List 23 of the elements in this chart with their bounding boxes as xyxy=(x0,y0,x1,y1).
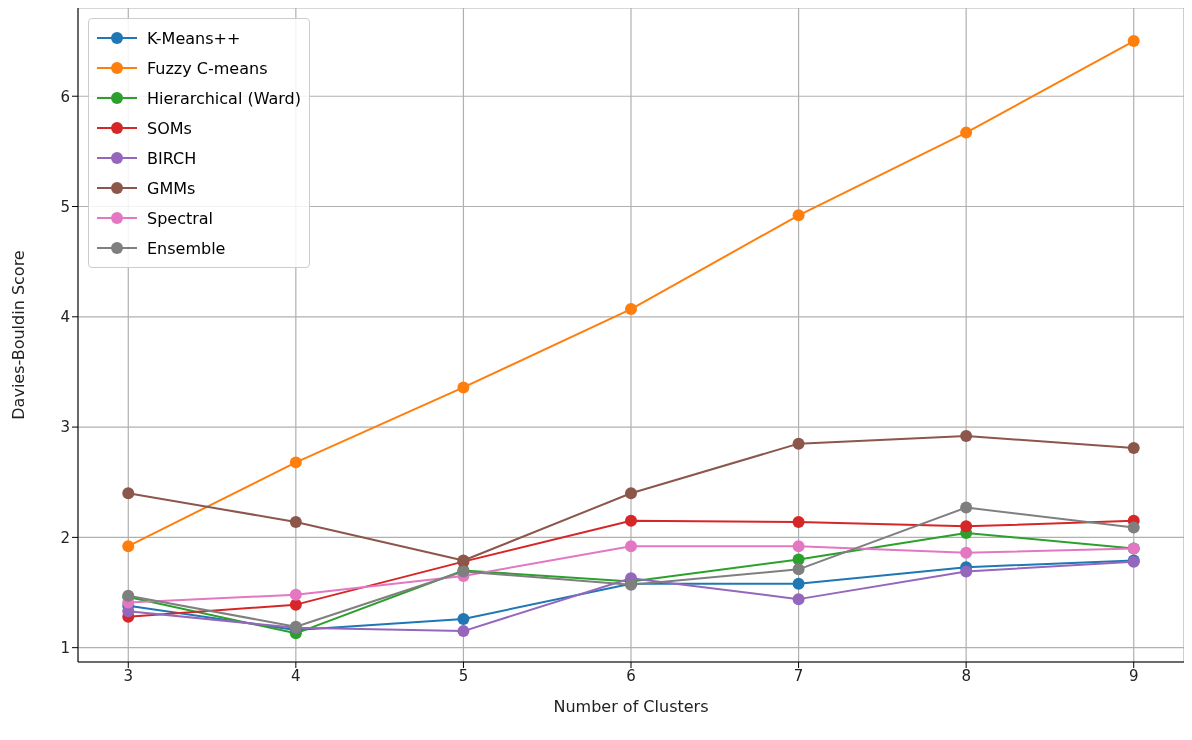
x-tick-label: 9 xyxy=(1128,666,1139,685)
legend-label: Ensemble xyxy=(147,238,226,258)
legend-label: BIRCH xyxy=(147,148,197,168)
y-tick-label: 5 xyxy=(60,197,70,216)
legend-label: Fuzzy C-means xyxy=(147,58,268,78)
y-tick-label: 6 xyxy=(60,87,70,106)
x-tick-label: 7 xyxy=(793,666,804,685)
y-tick-label: 2 xyxy=(60,528,70,547)
y-tick-label: 4 xyxy=(60,308,70,327)
x-tick-label: 8 xyxy=(961,666,971,685)
x-tick-label: 4 xyxy=(291,666,301,685)
x-tick-label: 5 xyxy=(458,666,469,685)
legend-label: Hierarchical (Ward) xyxy=(147,88,301,108)
x-tick-label: 3 xyxy=(123,666,134,685)
y-tick-label: 3 xyxy=(60,418,70,437)
legend-label: Spectral xyxy=(147,208,214,228)
legend-label: GMMs xyxy=(147,178,196,198)
legend-label: K-Means++ xyxy=(147,28,241,48)
x-tick-label: 6 xyxy=(626,666,636,685)
legend-label: SOMs xyxy=(147,118,192,138)
y-axis-title: Davies-Bouldin Score xyxy=(8,250,28,420)
x-axis-title: Number of Clusters xyxy=(553,697,709,716)
y-tick-label: 1 xyxy=(60,638,70,657)
